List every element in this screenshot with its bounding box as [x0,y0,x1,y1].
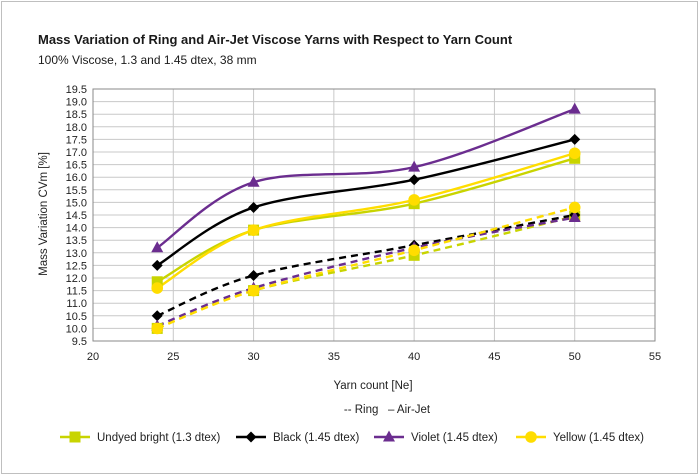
y-tick-label: 19.5 [66,84,87,96]
y-tick-label: 12.0 [66,273,87,285]
series-line-violet-1-45-dtex-ring [156,216,575,327]
y-tick-label: 16.5 [66,160,87,172]
plot-area-border [92,88,656,342]
line-style-note: -- Ring – Air-Jet [344,404,431,416]
series-line-undyed-bright-1-3-dtex-airjet [156,157,576,283]
data-point-undyed-bright-1-3-dtex [151,276,163,288]
y-tick-label: 14.5 [66,210,87,222]
legend-marker [69,431,81,443]
chart-title: Mass Variation of Ring and Air-Jet Visco… [38,32,513,47]
data-point-black-1-45-dtex [151,310,163,322]
y-axis-label: Mass Variation CVm [%] [38,152,50,276]
y-tick-label: 17.5 [66,134,87,146]
grid-lines [92,88,656,342]
data-point-black-1-45-dtex [248,201,260,213]
legend-marker [525,431,537,443]
series-line-black-1-45-dtex-airjet [156,138,576,267]
chart-subtitle: 100% Viscose, 1.3 and 1.45 dtex, 38 mm [38,53,257,67]
legend-label: Undyed bright (1.3 dtex) [97,432,221,444]
data-point-violet-1-45-dtex [151,241,164,253]
data-point-black-1-45-dtex [569,133,581,145]
y-tick-label: 18.0 [66,122,87,134]
data-point-yellow-1-45-dtex [568,201,581,214]
y-tick-label: 15.5 [66,185,87,197]
series-line-violet-1-45-dtex-airjet [156,108,576,249]
legend-label: Yellow (1.45 dtex) [553,432,644,444]
x-tick-label: 50 [569,351,581,363]
data-point-yellow-1-45-dtex [408,194,420,206]
data-point-black-1-45-dtex [151,259,163,271]
y-tick-label: 11.0 [66,298,87,310]
series-line-black-1-45-dtex-ring [156,213,575,317]
y-tick-label: 12.5 [66,260,87,272]
series-lines [156,108,576,330]
x-tick-label: 20 [87,351,99,363]
legend: Undyed bright (1.3 dtex) Black (1.45 dtex… [60,430,644,444]
y-tick-labels: 9.510.010.511.011.512.012.513.013.514.01… [66,84,87,348]
data-point-black-1-45-dtex [408,174,420,186]
y-tick-label: 10.5 [66,311,87,323]
x-tick-label: 25 [167,351,179,363]
x-tick-label: 35 [328,351,340,363]
data-point-violet-1-45-dtex [247,175,260,187]
legend-label: Violet (1.45 dtex) [411,432,498,444]
axes [92,88,656,342]
legend-marker [245,431,257,443]
legend-marker [383,430,395,442]
data-point-violet-1-45-dtex [408,160,421,172]
y-tick-label: 15.0 [66,197,87,209]
series-line-yellow-1-45-dtex-airjet [156,152,576,290]
data-point-violet-1-45-dtex [568,211,581,223]
x-axis-label: Yarn count [Ne] [333,380,412,392]
series-markers [151,102,581,335]
y-tick-label: 9.5 [72,336,87,348]
data-point-black-1-45-dtex [248,269,260,281]
y-tick-label: 13.0 [66,248,87,260]
series-line-undyed-bright-1-3-dtex-ring [156,215,575,330]
y-tick-label: 17.0 [66,147,87,159]
series-line-yellow-1-45-dtex-ring [156,206,576,330]
legend-label: Black (1.45 dtex) [273,432,359,444]
x-tick-label: 55 [649,351,661,363]
data-point-violet-1-45-dtex [568,102,581,114]
data-point-yellow-1-45-dtex [151,282,164,294]
data-point-yellow-1-45-dtex [247,224,260,236]
y-tick-label: 18.5 [66,109,87,121]
data-point-yellow-1-45-dtex [568,147,581,160]
y-tick-label: 10.0 [66,323,87,335]
data-point-yellow-1-45-dtex [151,322,164,335]
data-point-yellow-1-45-dtex [408,244,420,257]
y-tick-label: 19.0 [66,97,87,109]
x-tick-labels: 20 25 30 35 40 45 50 55 [87,351,661,363]
x-tick-label: 40 [408,351,420,363]
x-tick-label: 30 [247,351,259,363]
y-tick-label: 16.0 [66,172,87,184]
y-tick-label: 11.5 [66,286,87,298]
data-point-yellow-1-45-dtex [247,284,260,297]
y-tick-label: 14.0 [66,223,87,235]
x-tick-label: 45 [488,351,500,363]
y-tick-label: 13.5 [66,235,87,247]
